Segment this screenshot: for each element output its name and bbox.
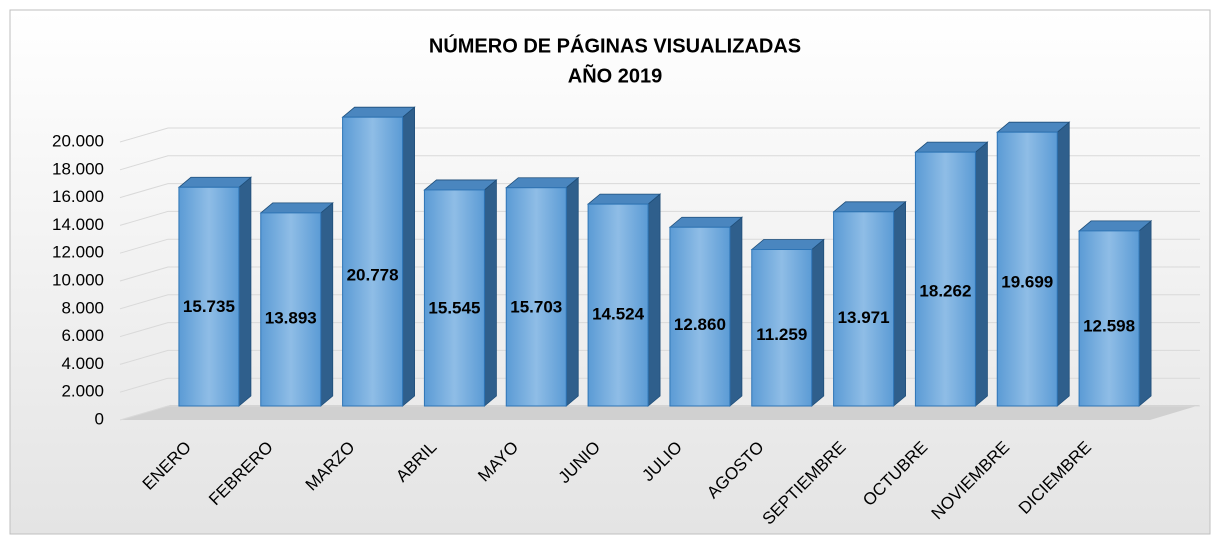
bar-side [238, 176, 252, 407]
value-label: 15.545 [428, 298, 480, 317]
bar-side [647, 193, 661, 407]
bar-side [1138, 220, 1152, 407]
bar [342, 116, 404, 407]
bar [505, 187, 567, 407]
bar-top [668, 216, 744, 228]
bar-top [832, 201, 907, 213]
value-label: 14.524 [592, 305, 645, 324]
bar [914, 151, 976, 407]
value-label: 12.860 [674, 315, 726, 334]
bar-top [423, 179, 498, 191]
value-label: 19.699 [1001, 272, 1053, 291]
bar-side [565, 176, 579, 407]
bar-top [586, 193, 662, 205]
y-tick-label: 0 [95, 409, 104, 428]
bar [178, 186, 240, 407]
bar-top [1077, 220, 1153, 232]
bar-top [750, 239, 825, 250]
bar-side [975, 141, 988, 407]
grid-line [119, 155, 1200, 171]
chart-subtitle: AÑO 2019 [568, 64, 663, 87]
bar-top [914, 141, 989, 153]
bar-top [259, 202, 334, 214]
y-tick-label: 14.000 [52, 215, 104, 234]
bar-top [505, 177, 580, 189]
y-tick-label: 10.000 [52, 270, 104, 289]
chart-title: NÚMERO DE PÁGINAS VISUALIZADAS [429, 33, 801, 57]
value-label: 11.259 [756, 325, 807, 344]
value-label: 15.703 [510, 297, 562, 316]
y-tick-label: 16.000 [52, 187, 104, 206]
bar-side [729, 216, 743, 407]
value-label: 20.778 [347, 266, 399, 285]
grid-line [119, 127, 1200, 143]
bar [423, 189, 485, 407]
y-tick-label: 8.000 [61, 298, 104, 317]
value-label: 18.262 [919, 281, 971, 300]
bar-side [1056, 121, 1070, 407]
y-tick-label: 6.000 [61, 326, 104, 345]
bar-top [341, 106, 416, 118]
bar [669, 226, 731, 407]
value-label: 13.971 [838, 308, 890, 327]
bar [1078, 230, 1140, 407]
y-tick-label: 2.000 [61, 382, 104, 401]
bar [587, 203, 649, 407]
grid-line [119, 183, 1200, 199]
bar-side [484, 179, 497, 407]
bar-side [402, 106, 415, 407]
floor [120, 405, 1200, 420]
bar-side [893, 200, 906, 407]
bar-side [811, 238, 825, 407]
value-label: 12.598 [1083, 317, 1135, 336]
bar [260, 212, 322, 407]
bar [996, 131, 1058, 407]
bar [833, 211, 895, 407]
y-tick-label: 20.000 [52, 131, 104, 150]
bar [751, 248, 813, 407]
bar-top [177, 176, 253, 188]
bar-side [320, 202, 334, 407]
value-label: 13.893 [265, 309, 317, 328]
y-tick-label: 18.000 [52, 159, 104, 178]
bar-top [996, 121, 1071, 133]
value-label: 15.735 [183, 297, 235, 316]
y-tick-label: 4.000 [61, 354, 104, 373]
y-tick-label: 12.000 [52, 243, 104, 262]
